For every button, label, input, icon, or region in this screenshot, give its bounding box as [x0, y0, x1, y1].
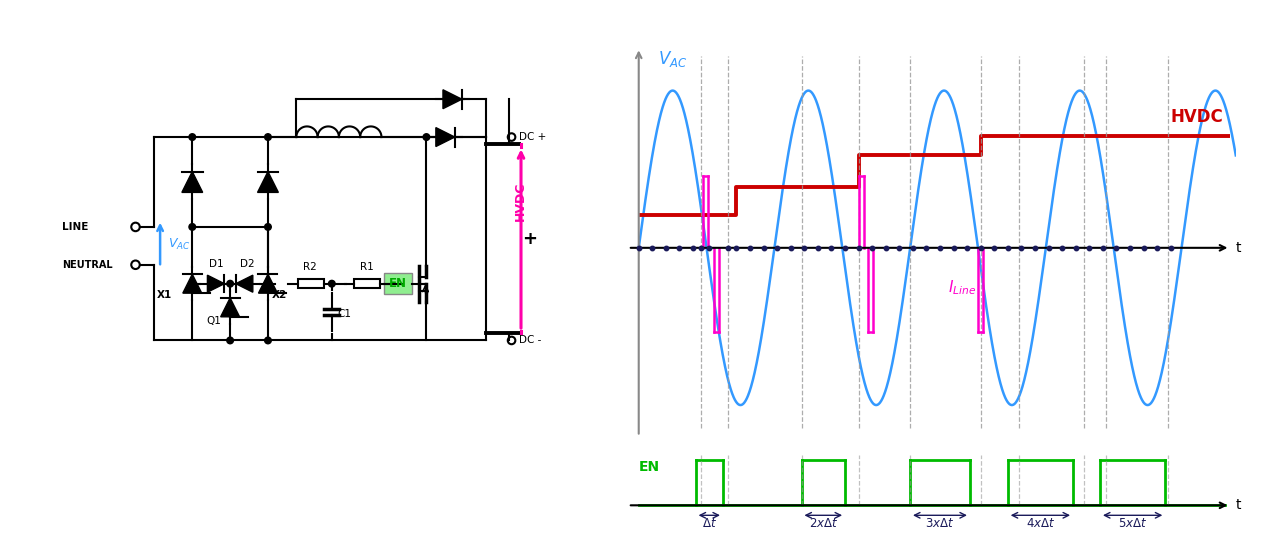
Polygon shape	[443, 90, 462, 109]
Text: DC -: DC -	[518, 336, 541, 345]
Text: R2: R2	[304, 261, 318, 272]
Text: HVDC: HVDC	[513, 182, 527, 221]
Circle shape	[424, 134, 430, 140]
Text: D1: D1	[209, 259, 223, 269]
Circle shape	[189, 224, 195, 230]
Text: $2x\Delta t$: $2x\Delta t$	[808, 517, 839, 530]
Text: $\Delta t$: $\Delta t$	[702, 517, 716, 530]
Polygon shape	[221, 298, 240, 317]
Text: NEUTRAL: NEUTRAL	[62, 260, 112, 270]
Text: $4x\Delta t$: $4x\Delta t$	[1025, 517, 1055, 530]
Text: C1: C1	[338, 309, 352, 319]
Text: $3x\Delta t$: $3x\Delta t$	[926, 517, 955, 530]
Text: $V_{AC}$: $V_{AC}$	[168, 237, 190, 252]
Text: $5x\Delta t$: $5x\Delta t$	[1119, 517, 1148, 530]
Text: D2: D2	[240, 259, 255, 269]
Text: X1: X1	[156, 290, 171, 300]
Polygon shape	[257, 172, 279, 192]
Circle shape	[265, 280, 271, 287]
Circle shape	[265, 337, 271, 344]
Bar	[383, 273, 412, 294]
Polygon shape	[182, 172, 203, 192]
Text: DC +: DC +	[518, 132, 546, 142]
Text: R1: R1	[361, 261, 375, 272]
Text: EN: EN	[390, 277, 407, 290]
Bar	[298, 279, 324, 288]
Text: t: t	[1236, 498, 1241, 512]
Text: +: +	[522, 230, 537, 248]
Text: EN: EN	[639, 460, 660, 474]
Polygon shape	[207, 275, 224, 292]
Polygon shape	[259, 274, 277, 293]
Text: X2: X2	[271, 290, 288, 300]
Polygon shape	[236, 275, 252, 292]
Text: $I_{Line}$: $I_{Line}$	[948, 278, 976, 297]
Circle shape	[227, 337, 233, 344]
Circle shape	[265, 224, 271, 230]
Polygon shape	[183, 274, 202, 293]
Text: LINE: LINE	[62, 222, 88, 232]
Circle shape	[265, 134, 271, 140]
Text: t: t	[1236, 241, 1241, 255]
Text: HVDC: HVDC	[1170, 108, 1223, 126]
Circle shape	[189, 134, 195, 140]
Text: Q1: Q1	[207, 316, 222, 326]
Circle shape	[227, 280, 233, 287]
Polygon shape	[436, 128, 455, 146]
Text: $V_{AC}$: $V_{AC}$	[658, 49, 687, 69]
Bar	[354, 279, 381, 288]
Circle shape	[329, 280, 335, 287]
